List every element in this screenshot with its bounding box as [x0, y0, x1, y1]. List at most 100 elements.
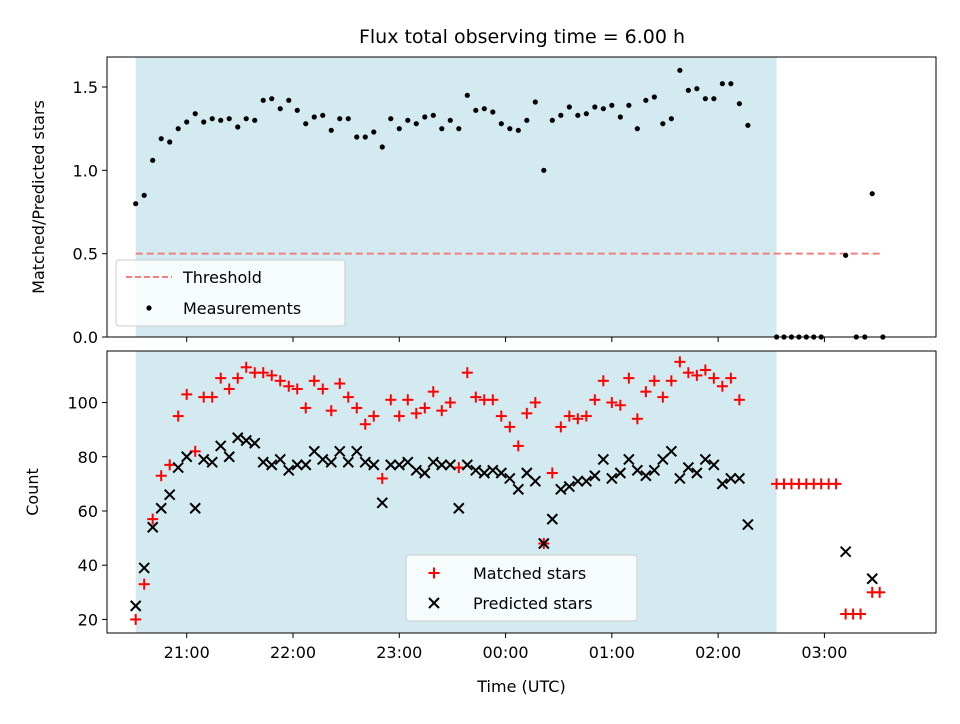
matched-star-point — [563, 410, 575, 422]
measurement-point — [583, 111, 589, 117]
measurement-point — [150, 157, 156, 163]
ratio-y-tick-label: 1.0 — [73, 161, 98, 180]
predicted-star-point — [648, 464, 661, 477]
predicted-star-point — [274, 453, 286, 466]
matched-star-point — [147, 513, 159, 525]
measurement-point — [405, 117, 411, 123]
x-tick-label: 23:00 — [376, 643, 422, 662]
matched-star-point — [240, 361, 252, 373]
matched-star-point — [623, 372, 635, 384]
matched-star-point — [317, 383, 329, 395]
predicted-star-point — [342, 456, 354, 468]
predicted-star-point — [393, 459, 405, 471]
measurement-point — [694, 86, 700, 92]
predicted-star-point — [529, 475, 542, 487]
predicted-star-point — [410, 464, 422, 477]
predicted-star-point — [427, 456, 439, 468]
predicted-star-point — [563, 480, 576, 493]
matched-star-point — [716, 380, 728, 392]
measurement-point — [192, 111, 198, 117]
predicted-star-point — [163, 489, 176, 501]
predicted-star-point — [215, 440, 227, 452]
predicted-star-point — [376, 497, 388, 509]
predicted-star-point — [249, 437, 261, 449]
matched-star-point — [855, 608, 867, 620]
predicted-star-point — [742, 518, 754, 531]
predicted-star-point — [129, 600, 142, 612]
predicted-star-point — [589, 470, 601, 482]
measurement-point — [711, 96, 717, 102]
matched-star-point — [733, 394, 745, 406]
matched-star-point — [351, 402, 363, 414]
x-axis-label: Time (UTC) — [476, 677, 565, 696]
legend-matched-label: Matched stars — [473, 564, 586, 583]
matched-star-point — [189, 445, 201, 457]
measurement-point — [685, 87, 691, 93]
ratio-legend-box — [115, 259, 346, 327]
measurement-point — [456, 126, 462, 132]
matched-star-point — [597, 375, 609, 387]
matched-star-point — [410, 407, 422, 419]
predicted-star-point — [572, 475, 584, 487]
matched-star-point — [232, 372, 244, 384]
matched-star-point — [257, 367, 269, 379]
count-y-tick-label: 80 — [78, 448, 98, 467]
legend-matched-swatch — [428, 567, 440, 579]
measurement-point — [745, 122, 751, 128]
matched-star-point — [572, 413, 584, 425]
matched-star-point — [682, 367, 694, 379]
x-tick-label: 01:00 — [589, 643, 635, 662]
count-y-axis-label: Count — [23, 468, 42, 516]
ratio-legend: Threshold Measurements — [115, 259, 346, 327]
matched-star-point — [521, 407, 533, 419]
measurement-point — [490, 109, 496, 115]
matched-star-point — [640, 386, 652, 398]
measurement-point — [328, 127, 334, 133]
matched-star-point — [427, 386, 439, 398]
measurement-point — [303, 121, 309, 127]
matched-star-point — [444, 397, 456, 409]
matched-star-point — [283, 380, 295, 392]
ratio-y-tick-label: 1.5 — [73, 78, 98, 97]
predicted-star-point — [725, 472, 737, 485]
predicted-star-point — [172, 461, 184, 474]
measurement-point — [498, 121, 504, 127]
predicted-star-point — [674, 472, 686, 485]
predicted-star-point — [181, 451, 193, 463]
measurement-point — [447, 117, 453, 123]
measurement-point — [532, 99, 538, 105]
ratio-panel: 0.0 0.5 1.0 1.5 Matched/Predicted stars Thr… — [29, 56, 937, 347]
predicted-star-point — [640, 470, 652, 482]
count-panel-frame — [106, 350, 937, 634]
measurement-point — [167, 139, 173, 145]
measurement-point — [430, 112, 436, 118]
measurement-point — [379, 144, 385, 150]
matched-star-point — [308, 375, 320, 387]
predicted-star-point — [146, 521, 159, 533]
predicted-star-point — [266, 459, 278, 471]
matched-star-point — [512, 440, 524, 452]
matched-star-point — [657, 391, 669, 403]
matched-star-point — [130, 613, 142, 625]
legend-measurements-label: Measurements — [183, 299, 301, 318]
measurement-point — [592, 104, 598, 110]
matched-star-point — [589, 394, 601, 406]
legend-plus-marker — [428, 567, 440, 579]
predicted-star-point — [691, 467, 703, 479]
matched-star-point — [436, 405, 448, 417]
x-tick-label: 00:00 — [483, 643, 529, 662]
predicted-star-point — [334, 445, 346, 458]
measurement-point — [269, 96, 275, 102]
measurement-point — [371, 129, 377, 135]
predicted-star-point — [682, 461, 695, 474]
matched-star-point — [461, 367, 473, 379]
measurement-point — [558, 112, 564, 118]
matched-star-point — [691, 369, 703, 381]
measurement-point — [677, 67, 683, 73]
matched-star-point — [504, 421, 516, 433]
matched-star-point — [665, 375, 677, 387]
matched-star-point — [708, 372, 720, 384]
measurement-point — [634, 126, 640, 132]
x-tick-label: 02:00 — [695, 643, 741, 662]
measurement-point — [354, 134, 360, 140]
